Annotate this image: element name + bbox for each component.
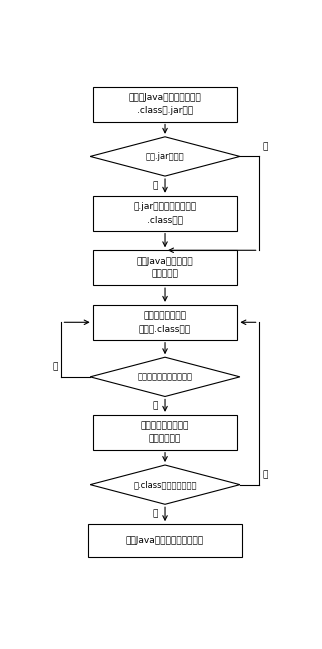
Text: 有.class文件未被读过？: 有.class文件未被读过？ bbox=[133, 480, 197, 489]
Polygon shape bbox=[90, 465, 240, 504]
Text: 否: 否 bbox=[152, 401, 158, 410]
Polygon shape bbox=[90, 137, 240, 176]
Bar bbox=[93, 86, 237, 121]
Text: 类定义有效且未被读取？: 类定义有效且未被读取？ bbox=[137, 373, 193, 382]
Bar bbox=[93, 251, 237, 285]
Text: 存在.jar文件？: 存在.jar文件？ bbox=[146, 152, 184, 161]
Text: 否: 否 bbox=[152, 509, 158, 519]
Text: 获得Java程序中所有
类定义文件: 获得Java程序中所有 类定义文件 bbox=[137, 257, 193, 278]
Text: 从.jar文件中进一步抜取
.class文件: 从.jar文件中进一步抜取 .class文件 bbox=[133, 202, 197, 224]
Text: 输出Java程序的对象方法列表: 输出Java程序的对象方法列表 bbox=[126, 536, 204, 545]
Text: 否: 否 bbox=[52, 363, 58, 372]
Text: 利用反射机制读取
当前的.class文件: 利用反射机制读取 当前的.class文件 bbox=[139, 312, 191, 333]
Text: 是: 是 bbox=[262, 471, 268, 480]
Bar bbox=[93, 415, 237, 450]
Text: 从指定Java程序目录下读取
.class和.jar文件: 从指定Java程序目录下读取 .class和.jar文件 bbox=[129, 93, 201, 115]
Text: 是: 是 bbox=[262, 142, 268, 151]
Bar bbox=[93, 196, 237, 230]
Polygon shape bbox=[90, 357, 240, 397]
Text: 否: 否 bbox=[152, 182, 158, 190]
Bar bbox=[93, 305, 237, 339]
Bar bbox=[88, 524, 242, 557]
Text: 读取类的属性变量和
对象方法定义: 读取类的属性变量和 对象方法定义 bbox=[141, 421, 189, 443]
